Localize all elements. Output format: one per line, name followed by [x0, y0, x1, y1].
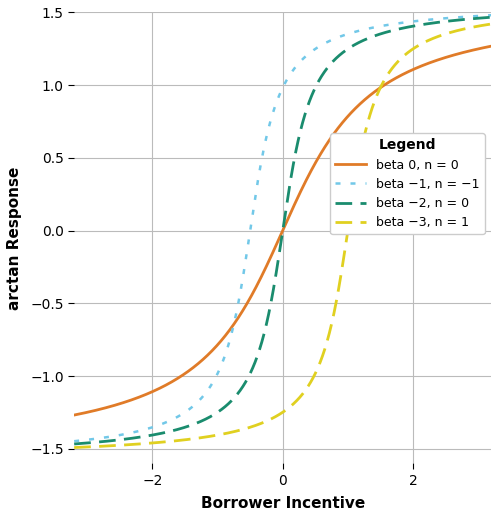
beta 0, n = 0: [411, 66, 417, 73]
beta −2, n = 0: [52, 442, 58, 449]
beta −3, n = 1: [494, 20, 498, 26]
beta −3, n = 1: [52, 445, 58, 451]
Line: beta −2, n = 0: beta −2, n = 0: [55, 16, 498, 445]
beta −2, n = 0: [75, 441, 81, 447]
beta −1, n = −1: [273, 99, 279, 106]
beta 0, n = 0: [75, 411, 81, 418]
beta −2, n = 0: [273, 268, 279, 275]
beta −2, n = 0: [494, 13, 498, 20]
beta −2, n = 0: [495, 13, 498, 20]
beta −3, n = 1: [411, 46, 417, 52]
beta −2, n = 0: [261, 329, 267, 336]
beta −2, n = 0: [411, 23, 417, 29]
beta −3, n = 1: [495, 20, 498, 26]
beta 0, n = 0: [52, 415, 58, 422]
beta 0, n = 0: [495, 42, 498, 48]
beta −3, n = 1: [273, 413, 279, 419]
beta −1, n = −1: [75, 438, 81, 444]
Line: beta 0, n = 0: beta 0, n = 0: [55, 42, 498, 419]
beta 0, n = 0: [273, 241, 279, 248]
beta 0, n = 0: [261, 267, 267, 274]
Line: beta −1, n = −1: beta −1, n = −1: [55, 14, 498, 443]
beta −1, n = −1: [261, 143, 267, 149]
Y-axis label: arctan Response: arctan Response: [7, 166, 22, 310]
beta 0, n = 0: [494, 42, 498, 48]
beta −3, n = 1: [261, 419, 267, 425]
beta −1, n = −1: [495, 12, 498, 18]
beta −3, n = 1: [75, 444, 81, 451]
Legend: beta 0, n = 0, beta −1, n = −1, beta −2, n = 0, beta −3, n = 1: beta 0, n = 0, beta −1, n = −1, beta −2,…: [330, 133, 485, 234]
beta −1, n = −1: [494, 12, 498, 18]
beta −1, n = −1: [52, 440, 58, 446]
X-axis label: Borrower Incentive: Borrower Incentive: [201, 496, 365, 511]
Line: beta −3, n = 1: beta −3, n = 1: [55, 21, 498, 448]
beta −1, n = −1: [411, 18, 417, 24]
